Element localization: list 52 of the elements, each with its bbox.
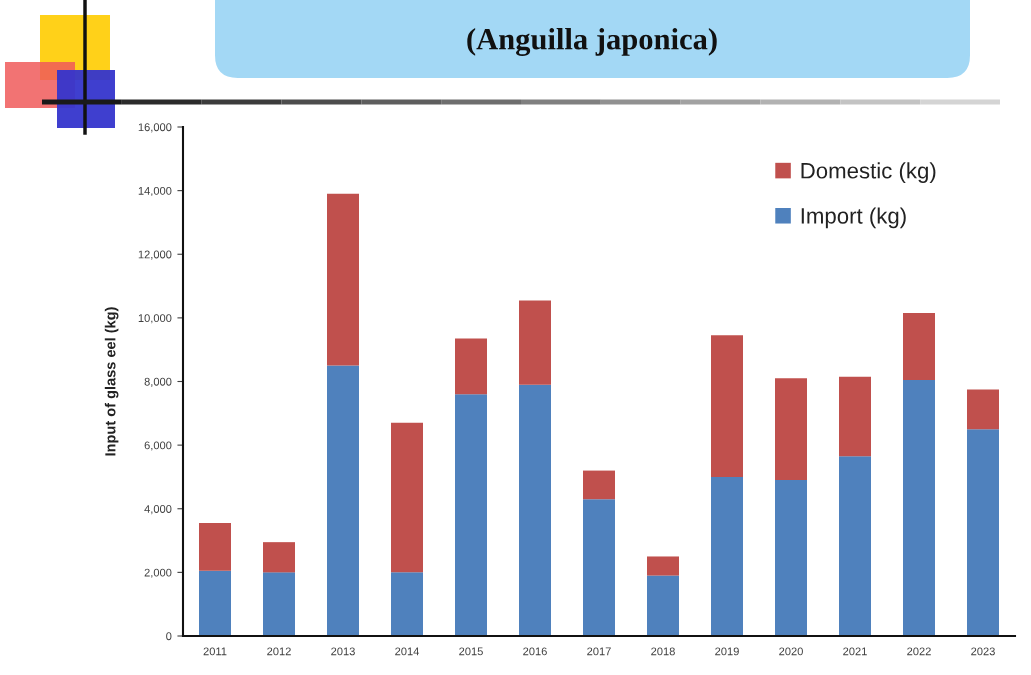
x-tick-label: 2013 <box>331 647 355 656</box>
x-tick-label: 2016 <box>523 647 547 656</box>
x-tick-label: 2022 <box>907 647 931 656</box>
bar <box>327 365 359 636</box>
bar <box>775 378 807 481</box>
x-tick-label: 2015 <box>459 647 483 656</box>
chart-title: (Anguilla japonica) <box>467 28 717 56</box>
x-tick-label: 2012 <box>267 647 291 656</box>
y-tick-label: 12,000 <box>138 250 172 260</box>
bar <box>199 570 231 636</box>
x-tick-label: 2021 <box>843 647 867 656</box>
bar <box>583 499 615 636</box>
y-tick-label: 10,000 <box>138 314 172 324</box>
legend-label: Domestic (kg) <box>801 162 936 183</box>
y-tick-label: 16,000 <box>138 123 172 133</box>
bar <box>519 300 551 385</box>
y-tick-label: 0 <box>166 632 172 641</box>
bar <box>775 480 807 636</box>
bar <box>839 456 871 636</box>
y-tick-label: 8,000 <box>144 377 172 387</box>
bar <box>263 542 295 573</box>
x-tick-label: 2017 <box>587 647 611 656</box>
x-tick-label: 2018 <box>651 647 675 656</box>
legend-label: Import (kg) <box>801 207 906 229</box>
bar <box>647 575 679 636</box>
bar <box>839 376 871 457</box>
bar <box>967 429 999 636</box>
x-tick-label: 2014 <box>395 647 420 656</box>
bar <box>391 422 423 573</box>
bar <box>455 394 487 636</box>
bar <box>583 470 615 500</box>
bar <box>647 556 679 576</box>
x-tick-label: 2023 <box>971 647 995 656</box>
bar <box>455 338 487 395</box>
y-tick-label: 2,000 <box>144 568 172 578</box>
y-axis-title: Input of glass eel (kg) <box>104 307 119 456</box>
y-tick-label: 14,000 <box>138 186 172 197</box>
bar <box>199 523 231 571</box>
bar <box>903 313 935 380</box>
bar <box>391 572 423 636</box>
bar <box>327 193 359 366</box>
y-tick-label: 4,000 <box>144 505 172 515</box>
x-tick-label: 2020 <box>779 647 803 656</box>
y-tick-label: 6,000 <box>144 441 172 451</box>
bar <box>711 335 743 477</box>
x-tick-label: 2019 <box>715 647 739 656</box>
bar <box>967 389 999 430</box>
x-tick-label: 2011 <box>203 647 227 656</box>
bar <box>711 476 743 636</box>
bar <box>519 384 551 636</box>
bar <box>903 379 935 636</box>
bar <box>263 572 295 636</box>
